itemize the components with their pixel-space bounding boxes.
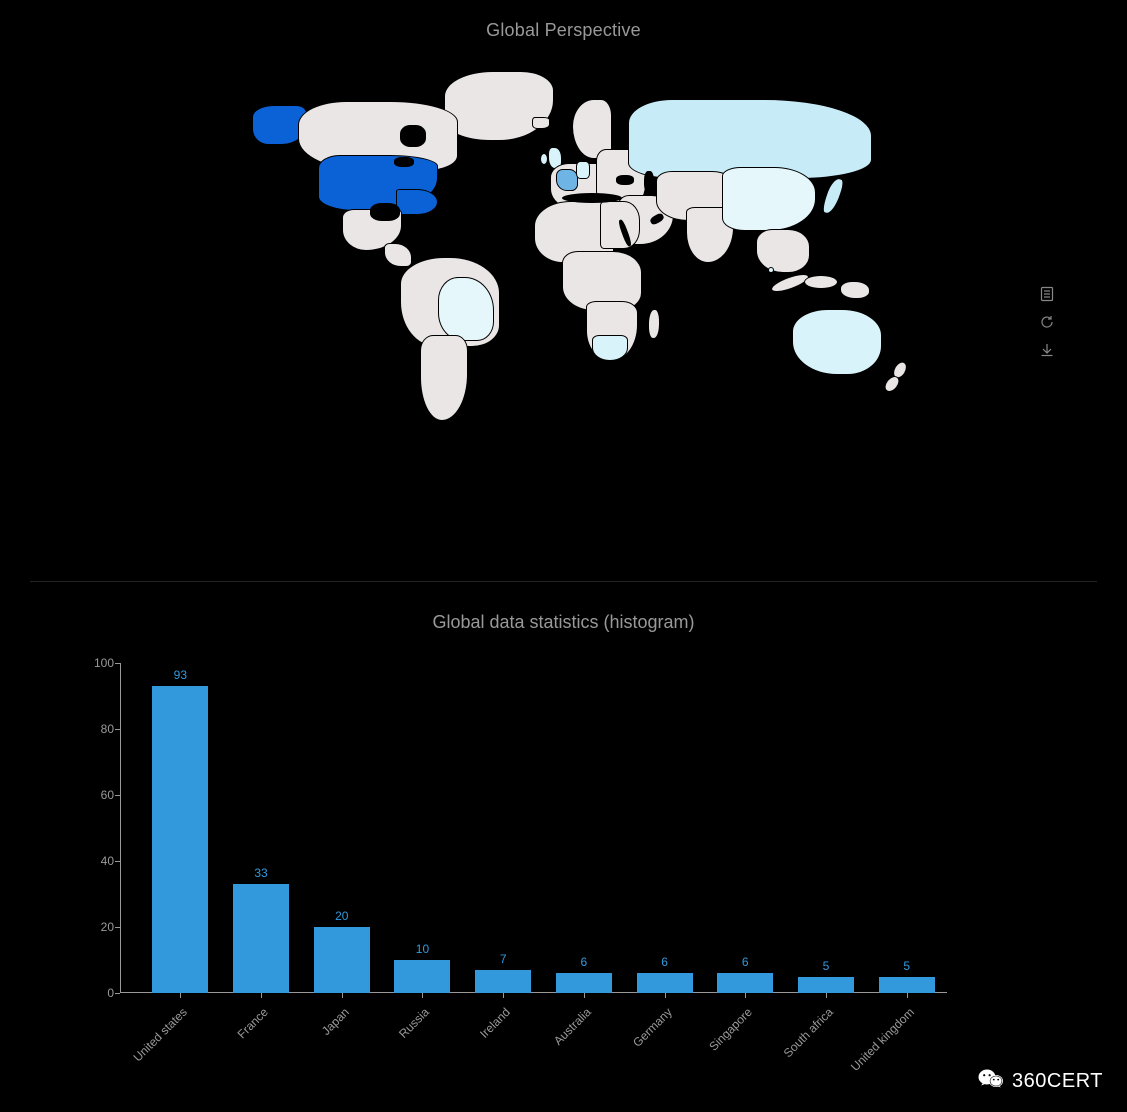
bar-value-label: 6 (581, 955, 588, 969)
map-panel: Global Perspective (0, 0, 1127, 491)
bar-slot: 6 (705, 955, 786, 993)
region-japan (820, 176, 845, 216)
map-canvas (224, 71, 904, 431)
x-category-label: Singapore (707, 1005, 756, 1054)
y-tick-label: 100 (80, 656, 114, 670)
x-tick-mark (422, 993, 423, 998)
bar-slot: 10 (382, 942, 463, 993)
region-central-america (384, 243, 412, 267)
x-category-label: Japan (319, 1005, 352, 1038)
map-toolbar (1039, 286, 1055, 358)
x-tick-mark (745, 993, 746, 998)
bar-value-label: 10 (416, 942, 429, 956)
x-tick-mark (180, 993, 181, 998)
y-tick-label: 40 (80, 854, 114, 868)
x-category-label: France (235, 1005, 271, 1041)
bar-slot: 5 (866, 959, 947, 994)
sea-caspian (644, 171, 654, 193)
region-indonesia-2 (804, 275, 838, 289)
x-category-label: Germany (630, 1005, 675, 1050)
bar-value-label: 33 (254, 866, 267, 880)
lake-hudson (400, 125, 426, 147)
histogram-title: Global data statistics (histogram) (0, 612, 1127, 633)
bar-rect (152, 686, 208, 993)
x-category-label: Ireland (477, 1005, 513, 1041)
bar-value-label: 93 (174, 668, 187, 682)
wechat-icon (978, 1068, 1004, 1094)
chart-plot-area: 020406080100 93332010766655 United state… (120, 663, 947, 993)
region-south-america-s (420, 335, 468, 421)
watermark: 360CERT (978, 1068, 1103, 1094)
x-category-label: United states (131, 1005, 190, 1064)
bar-value-label: 20 (335, 909, 348, 923)
bar-slot: 33 (221, 866, 302, 993)
lake-greatlakes (394, 157, 414, 167)
x-category-label: Russia (397, 1005, 433, 1041)
x-tick-mark (342, 993, 343, 998)
world-map (0, 61, 1127, 491)
region-china (722, 167, 816, 231)
sea-black (616, 175, 634, 185)
region-ireland (540, 153, 548, 165)
y-tick-label: 0 (80, 986, 114, 1000)
dashboard: Global Perspective (0, 0, 1127, 1112)
region-iceland (532, 117, 550, 129)
bar-value-label: 6 (742, 955, 749, 969)
region-png (840, 281, 870, 299)
region-germany (576, 161, 590, 179)
bar-slot: 6 (624, 955, 705, 993)
download-icon[interactable] (1039, 342, 1055, 358)
bar-value-label: 5 (903, 959, 910, 973)
x-tick-mark (826, 993, 827, 998)
bar-slot: 20 (301, 909, 382, 993)
y-tick-mark (115, 993, 120, 994)
watermark-brand: 360CERT (1012, 1070, 1103, 1093)
bar-rect (717, 973, 773, 993)
region-france (556, 169, 578, 191)
bar-rect (879, 977, 935, 994)
x-category-label: South africa (781, 1005, 836, 1060)
region-sea (756, 229, 810, 273)
data-view-icon[interactable] (1039, 286, 1055, 302)
bar-slot: 7 (463, 952, 544, 993)
bar-slot: 6 (544, 955, 625, 993)
bar-slot: 93 (140, 668, 221, 993)
bar-rect (233, 884, 289, 993)
region-south-africa (592, 335, 628, 361)
region-singapore (768, 267, 774, 273)
histogram-panel: Global data statistics (histogram) 0 20 40… (0, 582, 1127, 1112)
refresh-icon[interactable] (1039, 314, 1055, 330)
x-tick-mark (584, 993, 585, 998)
bars-container: 93 33 20 10 7 6 6 6 5 5 (120, 663, 947, 993)
region-brazil (438, 277, 494, 341)
y-tick-label: 20 (80, 920, 114, 934)
bar-value-label: 6 (661, 955, 668, 969)
map-title: Global Perspective (0, 20, 1127, 41)
bar-rect (556, 973, 612, 993)
x-tick-mark (503, 993, 504, 998)
bar-rect (475, 970, 531, 993)
y-tick-label: 80 (80, 722, 114, 736)
y-tick-label: 60 (80, 788, 114, 802)
gulf-mexico (370, 203, 400, 221)
bar-rect (394, 960, 450, 993)
bar-slot: 5 (786, 959, 867, 994)
region-madagascar (648, 309, 660, 339)
region-us-tail (396, 189, 438, 215)
x-tick-mark (907, 993, 908, 998)
x-category-label: Australia (551, 1005, 594, 1048)
bar-rect (314, 927, 370, 993)
region-greenland (444, 71, 554, 141)
bar-rect (637, 973, 693, 993)
region-australia (792, 309, 882, 375)
x-category-label: United kingdom (848, 1005, 917, 1074)
bar-value-label: 5 (823, 959, 830, 973)
x-tick-mark (261, 993, 262, 998)
sea-med (562, 193, 622, 203)
bar-rect (798, 977, 854, 994)
x-tick-mark (665, 993, 666, 998)
bar-value-label: 7 (500, 952, 507, 966)
